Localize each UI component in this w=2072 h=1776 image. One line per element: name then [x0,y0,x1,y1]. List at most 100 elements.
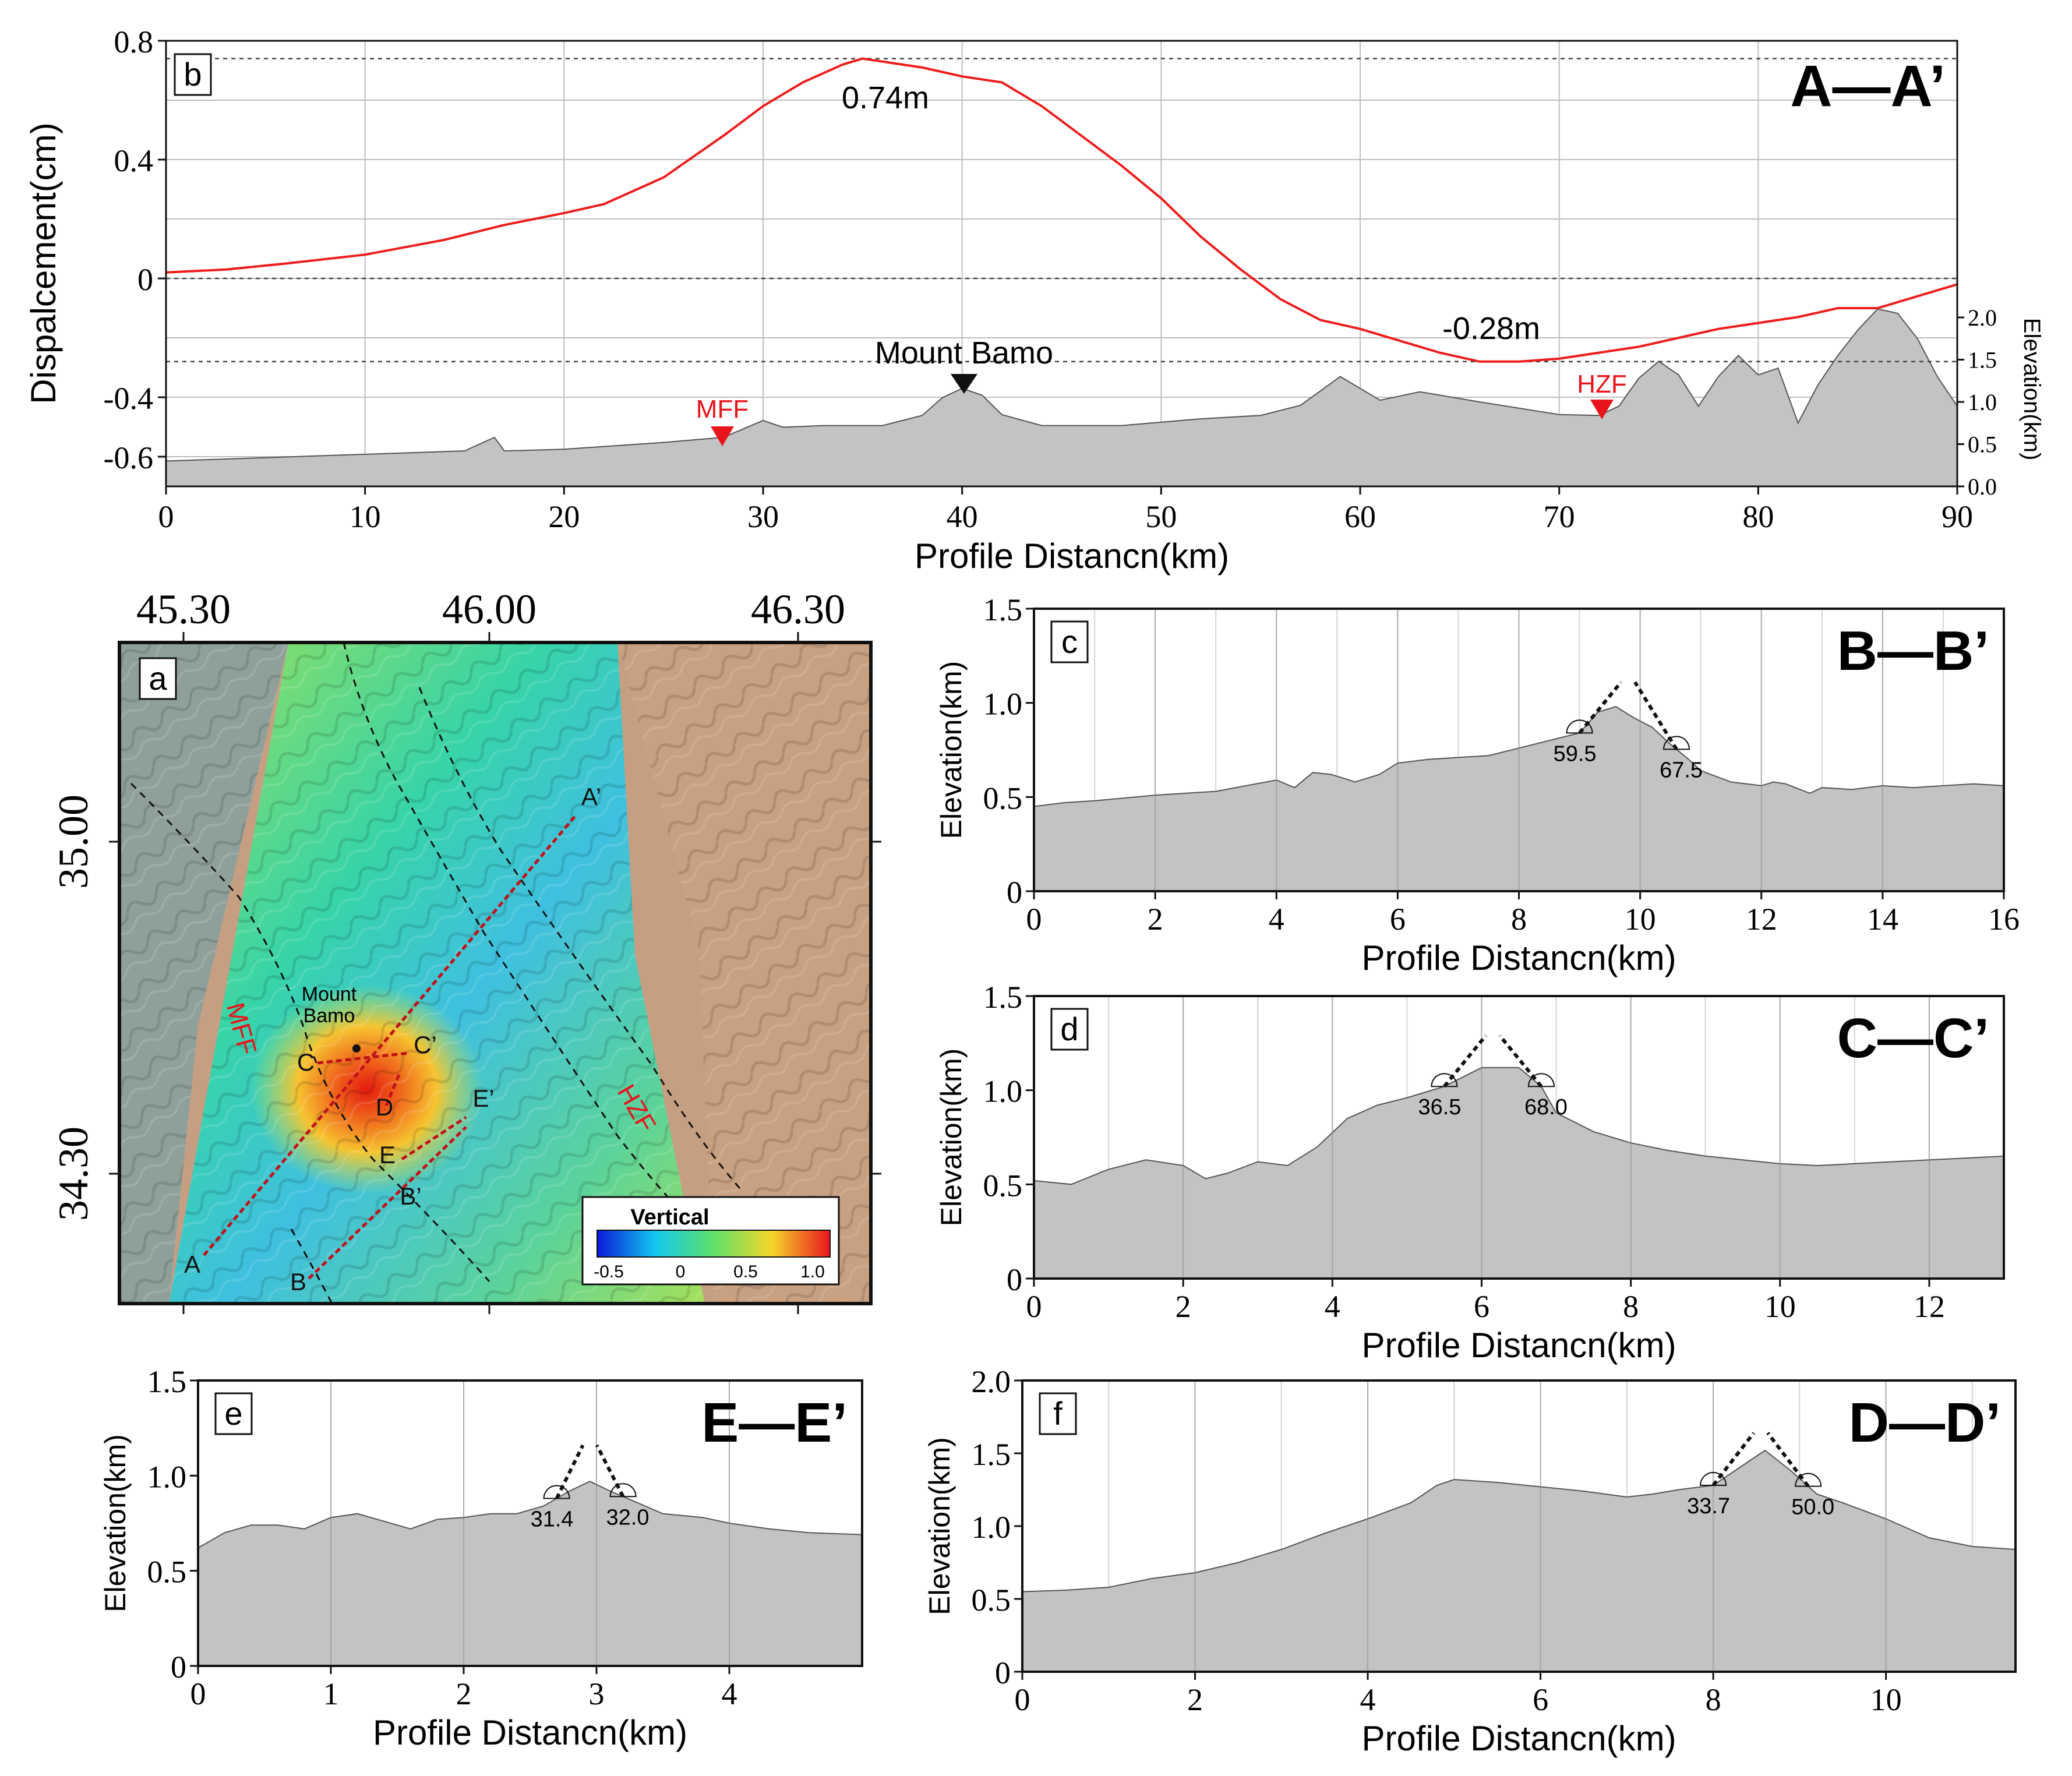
b-annotation-min: -0.28m [1442,311,1540,346]
c-angle-label: 67.5 [1660,758,1703,782]
a-panel-letter: a [149,660,167,697]
f-x-tick-label: 10 [1870,1682,1902,1717]
d-letter-box [1050,1008,1089,1051]
panel-e: 31.4 32.0 0 0.5 1.0 1.5 0 1 2 3 4 e E—E’ Elevation(km… [99,1364,863,1752]
profile-panels: 59.567.500.51.01.50 2 4 6 8 10 12 14 16c B—B’Elev… [99,592,2020,1758]
b-y2-tick-label: 1.5 [1968,347,1997,373]
d-elevation-area [1033,1067,2004,1279]
map-point-c-prime: C’ [414,1031,437,1058]
c-y-tick-label: 0 [1007,875,1022,910]
b-y-tick-label: 0.8 [114,24,154,59]
e-elevation-area [197,1480,863,1666]
f-x-tick-label: 2 [1187,1682,1203,1717]
map-profile-cc [317,1051,408,1065]
b-plot-frame [165,40,1958,488]
c-y-tick-label: 0.5 [983,781,1023,815]
f-y-tick-label: 1.5 [972,1437,1011,1472]
map-lon-label: 46.30 [751,586,845,633]
b-mount-bamo-marker [951,374,977,394]
d-y-tick-label: 0 [1007,1262,1022,1297]
e-y-tick-label: 1.0 [147,1459,187,1494]
b-y-tick-label: 0 [137,262,153,297]
b-x-tick-label: 70 [1544,499,1575,534]
b-mff-marker [711,426,734,446]
c-y-axis-label: Elevation(km) [935,661,968,839]
b-x-tick-label: 0 [158,499,174,534]
d-x-tick-label: 4 [1325,1289,1340,1324]
b-panel-letter: b [183,56,202,93]
f-x-axis-label: Profile Distancn(km) [1361,1719,1676,1758]
b-x-tick-label: 90 [1942,499,1973,534]
c-x-tick-label: 12 [1746,902,1777,937]
f-scarp-line [1711,1432,1756,1487]
d-y-tick-label: 1.0 [983,1074,1023,1109]
map-fault-line [343,642,729,1259]
panel-b: -0.6 -0.4 0 0.4 0.8 0.0 0.5 1.0 1.5 2.0 0 10 20 30 4… [24,24,2045,575]
b-x-tick-label: 20 [548,499,580,534]
map-point-a: A [184,1251,200,1278]
b-y2-axis-ticks: 0.0 0.5 1.0 1.5 2.0 [1957,305,1997,500]
b-x-axis-label: Profile Distancn(km) [915,536,1229,575]
e-letter-box [214,1392,253,1435]
c-angle-label: 59.5 [1554,742,1597,766]
b-y-tick-label: 0.4 [114,143,154,178]
c-scarp-line [1578,681,1623,735]
b-hzf-label: HZF [1577,370,1627,398]
e-x-tick-label: 4 [722,1676,737,1711]
map-point-c: C [297,1048,315,1076]
d-x-tick-label: 12 [1914,1289,1945,1324]
map-terrain-east-relief [617,642,871,1304]
f-panel-letter: f [1053,1395,1063,1432]
d-y-tick-label: 1.5 [983,980,1023,1015]
b-y-axis-label: Dispalcement(cm) [24,122,63,404]
c-y-tick-label: 1.5 [983,592,1023,627]
b-x-tick-label: 80 [1742,499,1774,534]
map-fault-line [418,687,741,1189]
map-fault-line [130,782,490,1282]
c-x-tick-label: 0 [1026,902,1042,937]
f-angle-marker [1700,1472,1727,1486]
c-x-tick-label: 4 [1269,902,1284,937]
e-y-axis-label: Elevation(km) [99,1434,132,1612]
d-scarp-line [1443,1034,1487,1088]
e-angle-label: 31.4 [531,1507,574,1532]
b-y-tick-label: -0.4 [104,381,153,416]
c-x-tick-label: 6 [1390,902,1406,937]
panel-d: 36.5 68.0 0 0.5 1.0 1.5 0 2 4 6 8 10 12 d C—C’ Elevatio… [935,980,2005,1365]
e-plot-frame [197,1379,863,1667]
b-y-axis-ticks: -0.6 -0.4 0 0.4 0.8 [104,24,166,475]
f-angle-label: 50.0 [1791,1495,1834,1520]
d-scarp-line [1498,1034,1543,1088]
map-profile-aa [203,813,578,1256]
c-x-tick-label: 16 [1988,902,2020,937]
map-point-labels: A A’ B B’ C C’ D E E’ [184,783,601,1295]
c-panel-letter: c [1061,623,1078,660]
f-scarp-line [1766,1432,1810,1488]
f-x-tick-label: 6 [1533,1682,1548,1717]
map-point-b-prime: B’ [400,1182,421,1210]
f-profile-label: D—D’ [1849,1392,2001,1454]
d-x-tick-label: 0 [1026,1289,1042,1324]
f-y-axis-label: Elevation(km) [923,1437,956,1615]
b-reference-lines [166,58,1957,363]
d-x-tick-label: 8 [1623,1289,1639,1324]
f-y-tick-label: 0 [995,1655,1011,1690]
e-y-tick-label: 1.5 [147,1364,187,1399]
c-y-tick-label: 1.0 [983,687,1023,722]
b-y2-tick-label: 1.0 [1968,389,1997,415]
a-letter-box [139,657,177,700]
e-y-tick-label: 0.5 [147,1555,187,1590]
b-x-tick-label: 50 [1145,499,1177,534]
c-letter-box [1050,620,1089,663]
e-profile-label: E—E’ [701,1392,848,1454]
legend-tick: 0 [676,1262,686,1281]
b-x-tick-label: 40 [947,499,978,534]
d-angle-label: 36.5 [1418,1095,1461,1120]
f-elevation-area [1022,1449,2016,1672]
b-y2-tick-label: 2.0 [1968,305,1997,331]
e-angle-label: 32.0 [606,1505,650,1530]
e-x-tick-label: 3 [589,1676,605,1711]
map-mount-label-line1: Mount [302,983,357,1005]
b-mount-bamo-label: Mount Bamo [875,336,1053,370]
